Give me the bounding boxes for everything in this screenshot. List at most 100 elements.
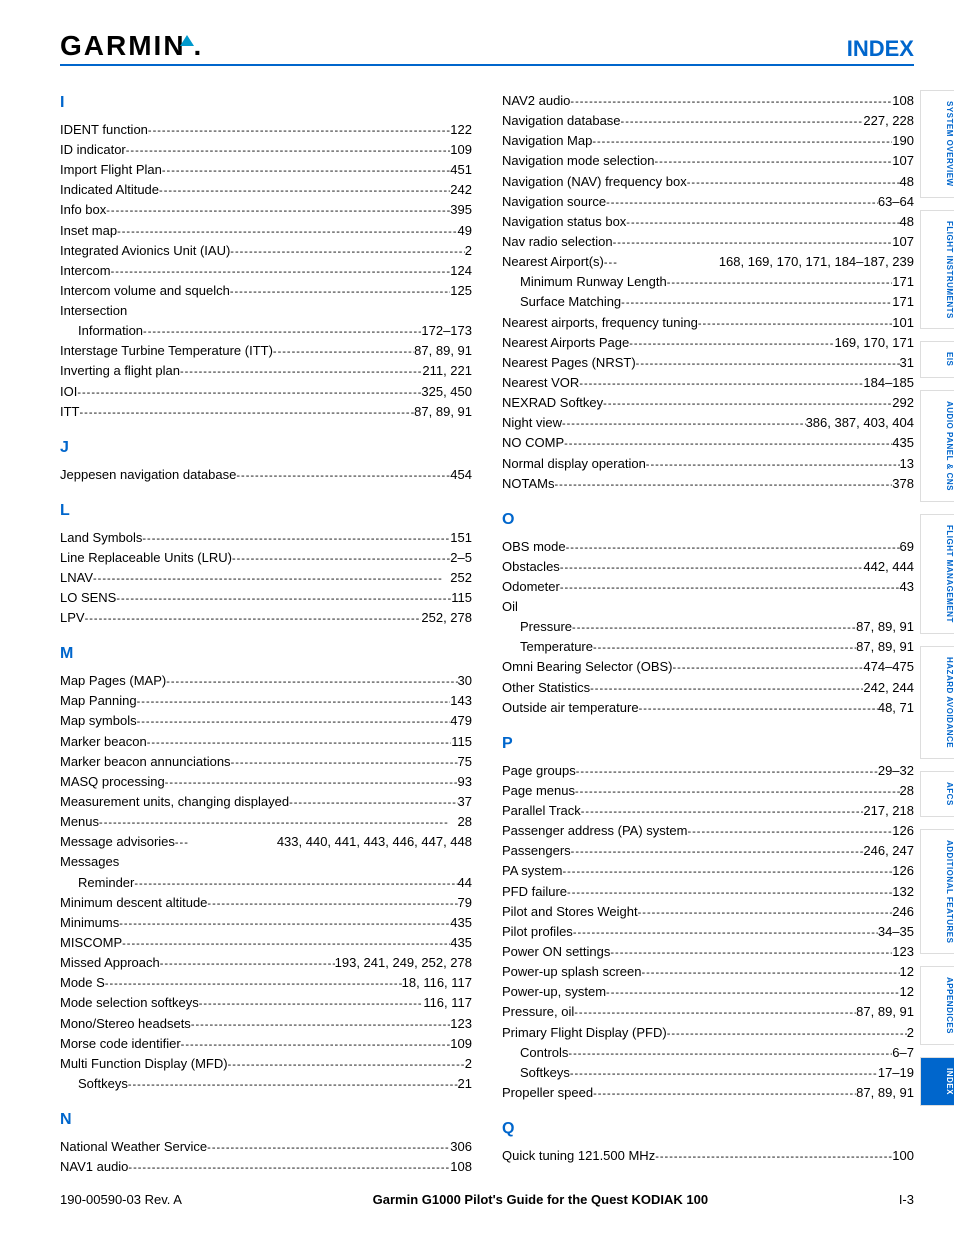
index-letter: J	[60, 436, 472, 461]
index-entry: Power ON settings 123	[502, 942, 914, 962]
index-entry: Import Flight Plan 451	[60, 160, 472, 180]
index-entry-leader	[629, 333, 834, 353]
index-entry: Quick tuning 121.500 MHz 100	[502, 1146, 914, 1166]
index-entry-term: Page groups	[502, 761, 576, 781]
section-tab[interactable]: SYSTEM OVERVIEW	[920, 90, 954, 198]
index-entry-term: Integrated Avionics Unit (IAU)	[60, 241, 230, 261]
index-entry-term: Marker beacon	[60, 732, 147, 752]
index-entry-term: Land Symbols	[60, 528, 142, 548]
index-entry-leader	[560, 557, 864, 577]
index-entry: Softkeys 17–19	[502, 1063, 914, 1083]
index-entry-pages: 116, 117	[423, 993, 472, 1013]
index-entry-leader	[142, 528, 450, 548]
index-entry-leader	[636, 353, 900, 373]
index-entry: Line Replaceable Units (LRU) 2–5	[60, 548, 472, 568]
index-entry-pages: 44	[458, 873, 472, 893]
index-entry-pages: 87, 89, 91	[856, 1002, 914, 1022]
index-entry-leader	[641, 962, 899, 982]
index-entry-leader	[673, 657, 864, 677]
index-entry-term: Mono/Stereo headsets	[60, 1014, 191, 1034]
index-entry-leader	[165, 772, 458, 792]
index-entry-pages: 143	[450, 691, 472, 711]
index-entry-pages: 34–35	[878, 922, 914, 942]
index-entry: IOI 325, 450	[60, 382, 472, 402]
index-entry: Morse code identifier 109	[60, 1034, 472, 1054]
index-entry-pages: 6–7	[892, 1043, 914, 1063]
index-letter: L	[60, 499, 472, 524]
index-entry-leader	[230, 281, 450, 301]
index-entry-leader	[230, 241, 464, 261]
index-entry-leader	[574, 1002, 856, 1022]
index-entry: Message advisories 433, 440, 441, 443, 4…	[60, 832, 472, 852]
index-entry-pages: 108	[450, 1157, 472, 1177]
index-entry-pages: 292	[892, 393, 914, 413]
index-entry-leader	[77, 382, 421, 402]
index-entry-pages: 211, 221	[422, 361, 472, 381]
section-tab[interactable]: APPENDICES	[920, 966, 954, 1045]
section-tab[interactable]: AUDIO PANEL & CNS	[920, 390, 954, 502]
index-entry: Outside air temperature 48, 71	[502, 698, 914, 718]
index-entry: Other Statistics 242, 244	[502, 678, 914, 698]
index-entry-pages: 2	[907, 1023, 914, 1043]
index-entry: Integrated Avionics Unit (IAU) 2	[60, 241, 472, 261]
index-entry: Parallel Track 217, 218	[502, 801, 914, 821]
index-entry-term: Outside air temperature	[502, 698, 639, 718]
garmin-logo: GARMIN .	[60, 30, 201, 62]
index-entry-term: Line Replaceable Units (LRU)	[60, 548, 232, 568]
index-entry: Multi Function Display (MFD) 2	[60, 1054, 472, 1074]
index-entry-pages: 325, 450	[421, 382, 472, 402]
index-entry-leader	[576, 761, 878, 781]
index-entry: Intercom volume and squelch 125	[60, 281, 472, 301]
index-entry-pages: 63–64	[878, 192, 914, 212]
index-entry-leader	[162, 160, 450, 180]
index-column-left: IIDENT function 122ID indicator 109Impor…	[60, 91, 472, 1177]
section-tab[interactable]: ADDITIONAL FEATURES	[920, 829, 954, 954]
index-entry-leader	[80, 402, 415, 422]
index-entry-pages: 252, 278	[421, 608, 472, 628]
index-entry: Navigation database 227, 228	[502, 111, 914, 131]
index-entry-term: MISCOMP	[60, 933, 122, 953]
index-entry-leader	[687, 172, 900, 192]
index-entry-pages: 75	[458, 752, 472, 772]
index-entry-leader	[575, 781, 900, 801]
index-entry-term: Missed Approach	[60, 953, 160, 973]
index-entry-pages: 451	[450, 160, 472, 180]
index-entry-pages: 48	[900, 212, 914, 232]
index-entry-leader	[667, 272, 893, 292]
index-entry-term: PA system	[502, 861, 562, 881]
index-entry-leader	[572, 617, 856, 637]
index-entry-leader	[610, 942, 892, 962]
index-entry-leader	[593, 1083, 856, 1103]
index-entry-leader	[181, 1034, 451, 1054]
index-entry-leader	[147, 732, 452, 752]
index-entry: NO COMP 435	[502, 433, 914, 453]
index-entry-leader	[175, 832, 277, 852]
section-tab[interactable]: AFCS	[920, 771, 954, 817]
index-entry-term: Inverting a flight plan	[60, 361, 180, 381]
logo-text: GARMIN	[60, 30, 186, 62]
index-entry-leader	[613, 232, 893, 252]
section-tab[interactable]: FLIGHT MANAGEMENT	[920, 514, 954, 634]
index-entry-pages: 108	[892, 91, 914, 111]
index-entry-term: NAV1 audio	[60, 1157, 128, 1177]
section-tab[interactable]: INDEX	[920, 1057, 954, 1106]
index-entry-term: LO SENS	[60, 588, 116, 608]
section-tab[interactable]: FLIGHT INSTRUMENTS	[920, 210, 954, 330]
index-entry-leader	[122, 933, 450, 953]
logo-dot: .	[194, 30, 202, 62]
index-entry: Marker beacon 115	[60, 732, 472, 752]
index-entry-pages: 29–32	[878, 761, 914, 781]
page: GARMIN . INDEX IIDENT function 122ID ind…	[0, 0, 954, 1235]
index-entry-term: Map symbols	[60, 711, 137, 731]
index-entry-term: Inset map	[60, 221, 117, 241]
index-entry-term: Pressure, oil	[502, 1002, 574, 1022]
index-entry-term: NEXRAD Softkey	[502, 393, 603, 413]
section-tab[interactable]: EIS	[920, 341, 954, 377]
index-entry: Navigation mode selection 107	[502, 151, 914, 171]
index-entry: ID indicator 109	[60, 140, 472, 160]
section-tab[interactable]: HAZARD AVOIDANCE	[920, 646, 954, 759]
index-entry-term: Softkeys	[78, 1074, 128, 1094]
index-entry: Nearest Airport(s) 168, 169, 170, 171, 1…	[502, 252, 914, 272]
index-entry-term: Menus	[60, 812, 99, 832]
index-entry-pages: 395	[450, 200, 472, 220]
